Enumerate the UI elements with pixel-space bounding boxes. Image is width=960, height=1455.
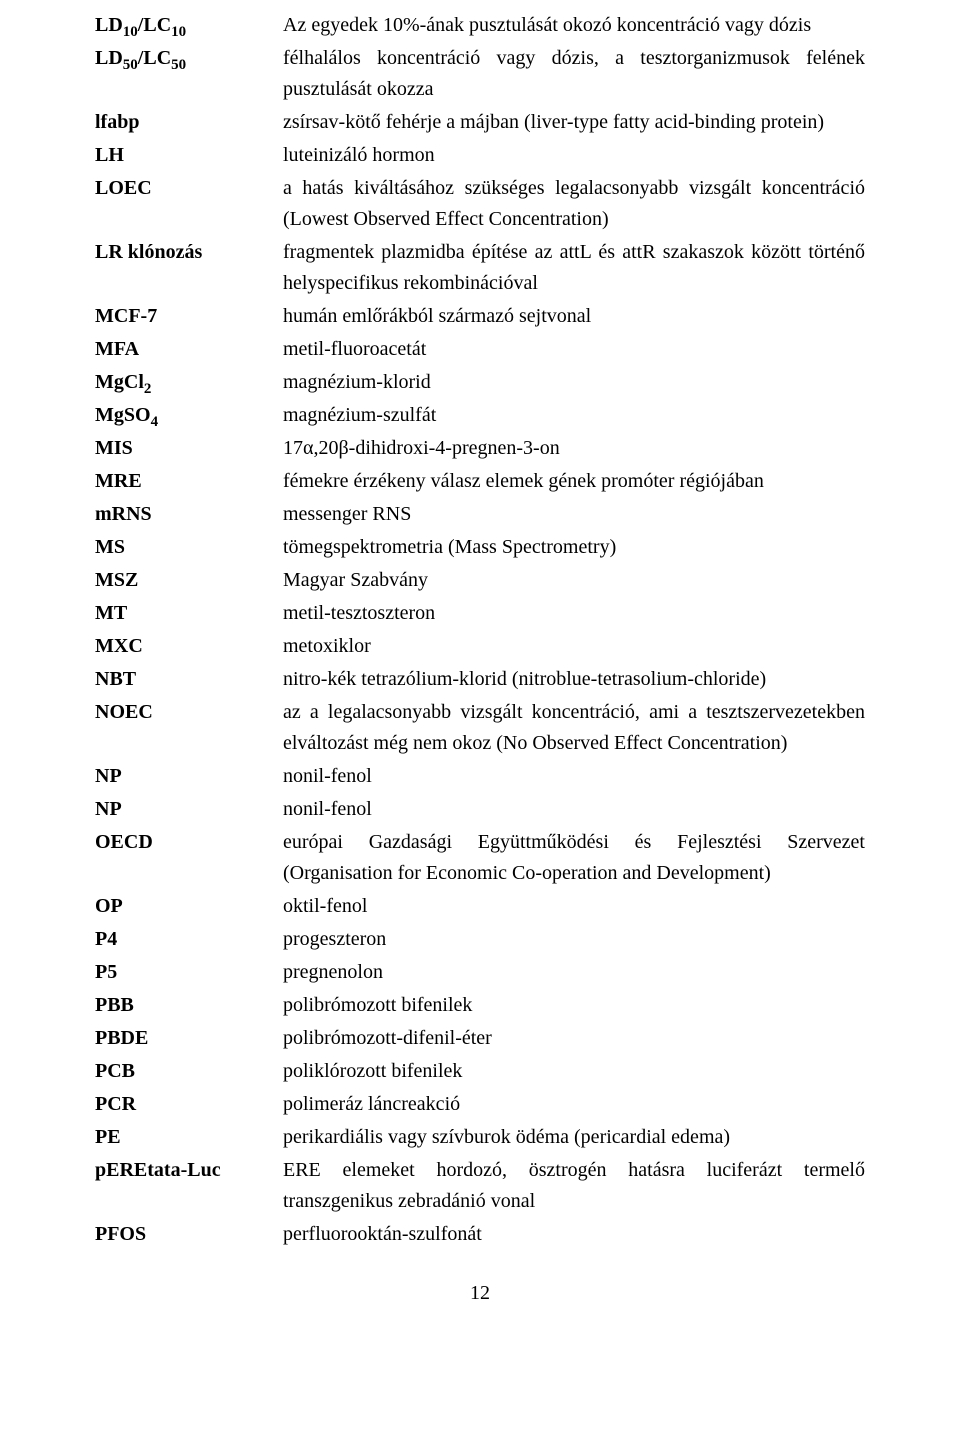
glossary-term: lfabp: [95, 107, 283, 138]
glossary-term: PE: [95, 1122, 283, 1153]
glossary-term: MSZ: [95, 565, 283, 596]
glossary-term: pEREtata-Luc: [95, 1155, 283, 1186]
glossary-definition: az a legalacsonyabb vizsgált koncentráci…: [283, 697, 865, 759]
glossary-definition: poliklórozott bifenilek: [283, 1056, 865, 1087]
glossary-entry: PCRpolimeráz láncreakció: [95, 1089, 865, 1120]
glossary-definition: humán emlőrákból származó sejtvonal: [283, 301, 865, 332]
glossary-entry: MStömegspektrometria (Mass Spectrometry): [95, 532, 865, 563]
glossary-entry: MgCl2magnézium-klorid: [95, 367, 865, 398]
glossary-definition: magnézium-szulfát: [283, 400, 865, 431]
glossary-term: NOEC: [95, 697, 283, 728]
glossary-entry: PEperikardiális vagy szívburok ödéma (pe…: [95, 1122, 865, 1153]
glossary-entry: OECDeurópai Gazdasági Együttműködési és …: [95, 827, 865, 889]
glossary-term: LOEC: [95, 173, 283, 204]
glossary-entry: NBTnitro-kék tetrazólium-klorid (nitrobl…: [95, 664, 865, 695]
glossary-definition: pregnenolon: [283, 957, 865, 988]
glossary-entry: MFAmetil-fluoroacetát: [95, 334, 865, 365]
glossary-term: NBT: [95, 664, 283, 695]
glossary-definition: polimeráz láncreakció: [283, 1089, 865, 1120]
glossary-entry: PCBpoliklórozott bifenilek: [95, 1056, 865, 1087]
glossary-term: MT: [95, 598, 283, 629]
glossary-definition: 17α,20β-dihidroxi-4-pregnen-3-on: [283, 433, 865, 464]
glossary-term: MCF-7: [95, 301, 283, 332]
glossary-definition: perikardiális vagy szívburok ödéma (peri…: [283, 1122, 865, 1153]
glossary-definition: magnézium-klorid: [283, 367, 865, 398]
glossary-term: OP: [95, 891, 283, 922]
glossary-definition: fémekre érzékeny válasz elemek gének pro…: [283, 466, 865, 497]
glossary-term: PFOS: [95, 1219, 283, 1250]
glossary-entry: NOECaz a legalacsonyabb vizsgált koncent…: [95, 697, 865, 759]
glossary-definition: zsírsav-kötő fehérje a májban (liver-typ…: [283, 107, 865, 138]
glossary-entry: OPoktil-fenol: [95, 891, 865, 922]
glossary-definition: félhalálos koncentráció vagy dózis, a te…: [283, 43, 865, 105]
glossary-entry: NPnonil-fenol: [95, 794, 865, 825]
glossary-entry: lfabpzsírsav-kötő fehérje a májban (live…: [95, 107, 865, 138]
glossary-entry: P4progeszteron: [95, 924, 865, 955]
glossary-entry: MCF-7humán emlőrákból származó sejtvonal: [95, 301, 865, 332]
glossary-term: MS: [95, 532, 283, 563]
glossary-definition: a hatás kiváltásához szükséges legalacso…: [283, 173, 865, 235]
glossary-definition: ERE elemeket hordozó, ösztrogén hatásra …: [283, 1155, 865, 1217]
glossary-term: NP: [95, 794, 283, 825]
glossary-definition: luteinizáló hormon: [283, 140, 865, 171]
glossary-definition: progeszteron: [283, 924, 865, 955]
glossary-term: MgCl2: [95, 367, 283, 398]
glossary-list: LD10/LC10Az egyedek 10%-ának pusztulását…: [95, 10, 865, 1250]
glossary-entry: LD10/LC10Az egyedek 10%-ának pusztulását…: [95, 10, 865, 41]
glossary-entry: MIS17α,20β-dihidroxi-4-pregnen-3-on: [95, 433, 865, 464]
glossary-entry: LD50/LC50félhalálos koncentráció vagy dó…: [95, 43, 865, 105]
glossary-definition: polibrómozott-difenil-éter: [283, 1023, 865, 1054]
glossary-term: PCR: [95, 1089, 283, 1120]
glossary-definition: nonil-fenol: [283, 794, 865, 825]
glossary-term: LD50/LC50: [95, 43, 283, 74]
glossary-definition: messenger RNS: [283, 499, 865, 530]
glossary-definition: Az egyedek 10%-ának pusztulását okozó ko…: [283, 10, 865, 41]
glossary-definition: oktil-fenol: [283, 891, 865, 922]
glossary-definition: metoxiklor: [283, 631, 865, 662]
glossary-entry: mRNSmessenger RNS: [95, 499, 865, 530]
glossary-term: LR klónozás: [95, 237, 283, 268]
glossary-entry: MSZMagyar Szabvány: [95, 565, 865, 596]
glossary-entry: LOECa hatás kiváltásához szükséges legal…: [95, 173, 865, 235]
glossary-entry: MTmetil-tesztoszteron: [95, 598, 865, 629]
glossary-term: PCB: [95, 1056, 283, 1087]
glossary-definition: polibrómozott bifenilek: [283, 990, 865, 1021]
glossary-term: PBDE: [95, 1023, 283, 1054]
glossary-entry: LR klónozásfragmentek plazmidba építése …: [95, 237, 865, 299]
glossary-term: LH: [95, 140, 283, 171]
glossary-term: LD10/LC10: [95, 10, 283, 41]
glossary-term: NP: [95, 761, 283, 792]
glossary-entry: PFOSperfluorooktán-szulfonát: [95, 1219, 865, 1250]
glossary-term: MIS: [95, 433, 283, 464]
glossary-term: MRE: [95, 466, 283, 497]
glossary-entry: NPnonil-fenol: [95, 761, 865, 792]
glossary-definition: európai Gazdasági Együttműködési és Fejl…: [283, 827, 865, 889]
glossary-entry: MgSO4magnézium-szulfát: [95, 400, 865, 431]
glossary-definition: nonil-fenol: [283, 761, 865, 792]
glossary-definition: fragmentek plazmidba építése az attL és …: [283, 237, 865, 299]
glossary-definition: nitro-kék tetrazólium-klorid (nitroblue-…: [283, 664, 865, 695]
glossary-term: OECD: [95, 827, 283, 858]
glossary-entry: PBDEpolibrómozott-difenil-éter: [95, 1023, 865, 1054]
glossary-term: MFA: [95, 334, 283, 365]
glossary-entry: MREfémekre érzékeny válasz elemek gének …: [95, 466, 865, 497]
glossary-term: P4: [95, 924, 283, 955]
glossary-term: MgSO4: [95, 400, 283, 431]
glossary-entry: LHluteinizáló hormon: [95, 140, 865, 171]
glossary-entry: pEREtata-LucERE elemeket hordozó, ösztro…: [95, 1155, 865, 1217]
glossary-definition: Magyar Szabvány: [283, 565, 865, 596]
glossary-term: mRNS: [95, 499, 283, 530]
glossary-entry: MXCmetoxiklor: [95, 631, 865, 662]
glossary-definition: perfluorooktán-szulfonát: [283, 1219, 865, 1250]
glossary-definition: metil-fluoroacetát: [283, 334, 865, 365]
glossary-term: MXC: [95, 631, 283, 662]
glossary-term: PBB: [95, 990, 283, 1021]
glossary-definition: tömegspektrometria (Mass Spectrometry): [283, 532, 865, 563]
glossary-definition: metil-tesztoszteron: [283, 598, 865, 629]
glossary-entry: PBBpolibrómozott bifenilek: [95, 990, 865, 1021]
page-number: 12: [95, 1278, 865, 1309]
glossary-term: P5: [95, 957, 283, 988]
glossary-entry: P5pregnenolon: [95, 957, 865, 988]
